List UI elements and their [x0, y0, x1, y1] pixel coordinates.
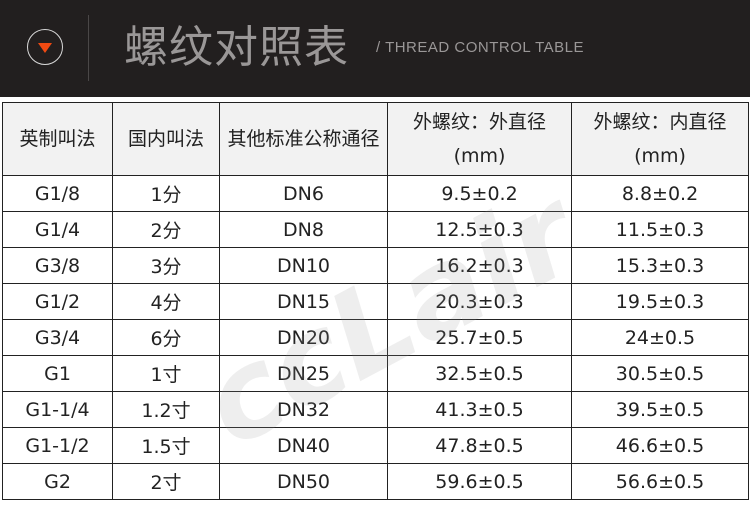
- page-subtitle: / THREAD CONTROL TABLE: [376, 39, 584, 56]
- table-cell: DN32: [219, 391, 388, 428]
- table-cell: 8.8±0.2: [571, 175, 749, 212]
- table-header-row: 英制叫法 国内叫法 其他标准公称通径 外螺纹：外直径(mm) 外螺纹：内直径(mm): [2, 102, 749, 176]
- table-row: G1/8 1分 DN6 9.5±0.2 8.8±0.2: [2, 175, 749, 212]
- table-cell: G3/8: [2, 247, 113, 284]
- table-cell: 1分: [112, 175, 220, 212]
- table-row: G1/2 4分 DN15 20.3±0.3 19.5±0.3: [2, 283, 749, 320]
- table-cell: 25.7±0.5: [387, 319, 572, 356]
- table-cell: 32.5±0.5: [387, 355, 572, 392]
- table-cell: DN15: [219, 283, 388, 320]
- table-row: G1 1寸 DN25 32.5±0.5 30.5±0.5: [2, 355, 749, 392]
- table-cell: DN10: [219, 247, 388, 284]
- column-header: 外螺纹：内直径(mm): [571, 102, 749, 176]
- table-cell: 46.6±0.5: [571, 427, 749, 464]
- table-row: G3/8 3分 DN10 16.2±0.3 15.3±0.3: [2, 247, 749, 284]
- page-title: 螺纹对照表: [124, 22, 349, 73]
- table-cell: 9.5±0.2: [387, 175, 572, 212]
- table-cell: 6分: [112, 319, 220, 356]
- table-cell: DN50: [219, 463, 388, 500]
- table-cell: 19.5±0.3: [571, 283, 749, 320]
- table-cell: 2寸: [112, 463, 220, 500]
- header-banner: 螺纹对照表 / THREAD CONTROL TABLE: [0, 0, 750, 97]
- table-cell: 3分: [112, 247, 220, 284]
- thread-table: 英制叫法 国内叫法 其他标准公称通径 外螺纹：外直径(mm) 外螺纹：内直径(mm) G…: [2, 102, 749, 500]
- column-header: 国内叫法: [112, 102, 220, 176]
- table-cell: 4分: [112, 283, 220, 320]
- table-row: G1-1/4 1.2寸 DN32 41.3±0.5 39.5±0.5: [2, 391, 749, 428]
- table-row: G2 2寸 DN50 59.6±0.5 56.6±0.5: [2, 463, 749, 500]
- table-cell: DN6: [219, 175, 388, 212]
- table-cell: G2: [2, 463, 113, 500]
- table-cell: G1/2: [2, 283, 113, 320]
- table-cell: G1-1/4: [2, 391, 113, 428]
- table-cell: 30.5±0.5: [571, 355, 749, 392]
- table-cell: G1: [2, 355, 113, 392]
- table-cell: G1/8: [2, 175, 113, 212]
- table-cell: G1/4: [2, 211, 113, 248]
- table-cell: 41.3±0.5: [387, 391, 572, 428]
- column-header: 其他标准公称通径: [219, 102, 388, 176]
- table-cell: 11.5±0.3: [571, 211, 749, 248]
- column-header: 外螺纹：外直径(mm): [387, 102, 572, 176]
- table-cell: 1.2寸: [112, 391, 220, 428]
- table-cell: 1.5寸: [112, 427, 220, 464]
- table-cell: 24±0.5: [571, 319, 749, 356]
- table-cell: 47.8±0.5: [387, 427, 572, 464]
- table-cell: G3/4: [2, 319, 113, 356]
- table-cell: 20.3±0.3: [387, 283, 572, 320]
- chevron-down-circle-icon: [27, 29, 63, 65]
- table-cell: 12.5±0.3: [387, 211, 572, 248]
- table-row: G1/4 2分 DN8 12.5±0.3 11.5±0.3: [2, 211, 749, 248]
- table-cell: DN8: [219, 211, 388, 248]
- table-row: G1-1/2 1.5寸 DN40 47.8±0.5 46.6±0.5: [2, 427, 749, 464]
- divider: [88, 15, 89, 81]
- table-cell: 39.5±0.5: [571, 391, 749, 428]
- table-row: G3/4 6分 DN20 25.7±0.5 24±0.5: [2, 319, 749, 356]
- table-cell: 15.3±0.3: [571, 247, 749, 284]
- table-cell: DN20: [219, 319, 388, 356]
- table-cell: DN25: [219, 355, 388, 392]
- table-cell: 2分: [112, 211, 220, 248]
- table-cell: 1寸: [112, 355, 220, 392]
- column-header: 英制叫法: [2, 102, 113, 176]
- table-cell: 16.2±0.3: [387, 247, 572, 284]
- table-cell: G1-1/2: [2, 427, 113, 464]
- table-cell: 59.6±0.5: [387, 463, 572, 500]
- table-cell: DN40: [219, 427, 388, 464]
- table-cell: 56.6±0.5: [571, 463, 749, 500]
